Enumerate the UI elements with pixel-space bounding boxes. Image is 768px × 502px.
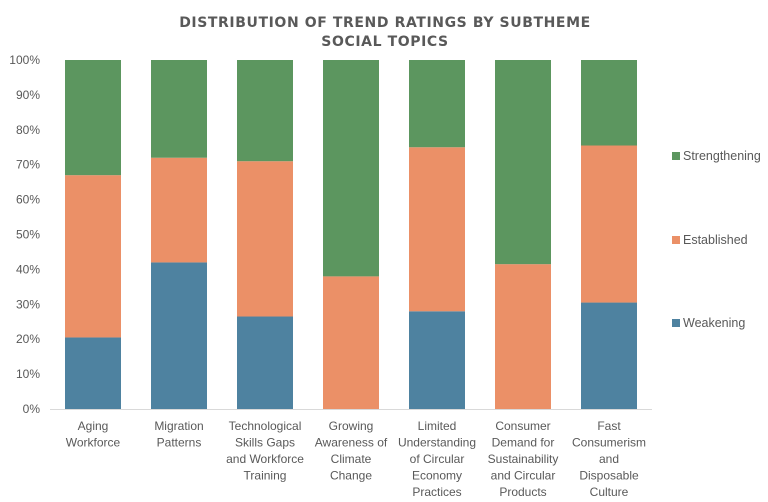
bar-segment-weakening <box>581 302 637 409</box>
chart-title-line-1: DISTRIBUTION OF TREND RATINGS BY SUBTHEM… <box>179 15 591 31</box>
x-tick-label: Culture <box>590 485 629 499</box>
x-tick-label: and <box>599 452 619 466</box>
chart-title-line-2: SOCIAL TOPICS <box>321 34 448 50</box>
legend: Strengthening Established Weakening <box>672 149 761 330</box>
x-tick-label: Disposable <box>579 469 639 483</box>
x-tick-label: Economy <box>412 469 462 483</box>
y-tick-label: 90% <box>16 88 40 102</box>
bar-segment-established <box>323 276 379 409</box>
bar-segment-weakening <box>65 337 121 409</box>
bar-segment-established <box>409 147 465 312</box>
x-tick-label: Training <box>244 469 287 483</box>
bar-segment-strengthening <box>323 60 379 277</box>
x-tick-label: of Circular <box>410 452 465 466</box>
bars <box>65 60 637 409</box>
bar-segment-weakening <box>409 311 465 409</box>
bar-segment-established <box>581 145 637 303</box>
x-tick-label: Fast <box>597 419 621 433</box>
y-axis: 0% 10% 20% 30% 40% 50% 60% 70% 80% 90% 100% <box>9 53 40 416</box>
bar-segment-strengthening <box>581 60 637 146</box>
x-tick-label: Aging <box>78 419 109 433</box>
bar-segment-strengthening <box>151 60 207 158</box>
y-tick-label: 40% <box>16 262 40 276</box>
x-tick-label: Workforce <box>66 436 121 450</box>
x-tick-label: Sustainability <box>488 452 559 466</box>
bar-segment-established <box>237 161 293 317</box>
y-tick-label: 0% <box>23 402 41 416</box>
y-tick-label: 70% <box>16 158 40 172</box>
bar-segment-strengthening <box>409 60 465 148</box>
legend-swatch <box>672 236 680 244</box>
x-tick-label: Practices <box>412 485 461 499</box>
x-tick-label: Demand for <box>492 436 555 450</box>
x-tick-label: Skills Gaps <box>235 436 295 450</box>
x-tick-label: Consumerism <box>572 436 646 450</box>
x-tick-label: Change <box>330 469 372 483</box>
y-tick-label: 10% <box>16 367 40 381</box>
bar-segment-established <box>151 157 207 263</box>
y-tick-label: 80% <box>16 123 40 137</box>
x-tick-label: and Circular <box>491 469 556 483</box>
x-tick-label: Products <box>499 485 546 499</box>
x-tick-label: Consumer <box>495 419 550 433</box>
bar-segment-weakening <box>237 316 293 409</box>
bar-segment-weakening <box>151 262 207 409</box>
legend-swatch <box>672 152 680 160</box>
y-tick-label: 50% <box>16 228 40 242</box>
bar-segment-strengthening <box>495 60 551 265</box>
x-tick-label: Climate <box>331 452 372 466</box>
x-tick-label: Migration <box>154 419 203 433</box>
y-tick-label: 30% <box>16 297 40 311</box>
x-tick-label: and Workforce <box>226 452 304 466</box>
legend-label: Established <box>683 233 748 247</box>
y-tick-label: 60% <box>16 193 40 207</box>
bar-segment-strengthening <box>65 60 121 176</box>
legend-label: Weakening <box>683 316 745 330</box>
bar-segment-established <box>65 175 121 338</box>
legend-label: Strengthening <box>683 149 761 163</box>
x-tick-label: Understanding <box>398 436 476 450</box>
x-tick-label: Technological <box>229 419 302 433</box>
y-tick-label: 20% <box>16 332 40 346</box>
x-tick-label: Patterns <box>157 436 202 450</box>
x-axis-labels: Aging Workforce Migration Patterns Technolog… <box>66 419 646 499</box>
y-tick-label: 100% <box>9 53 40 67</box>
x-tick-label: Growing <box>329 419 374 433</box>
x-tick-label: Awareness of <box>315 436 388 450</box>
bar-segment-strengthening <box>237 60 293 162</box>
x-tick-label: Limited <box>418 419 457 433</box>
bar-segment-established <box>495 264 551 409</box>
legend-swatch <box>672 319 680 327</box>
